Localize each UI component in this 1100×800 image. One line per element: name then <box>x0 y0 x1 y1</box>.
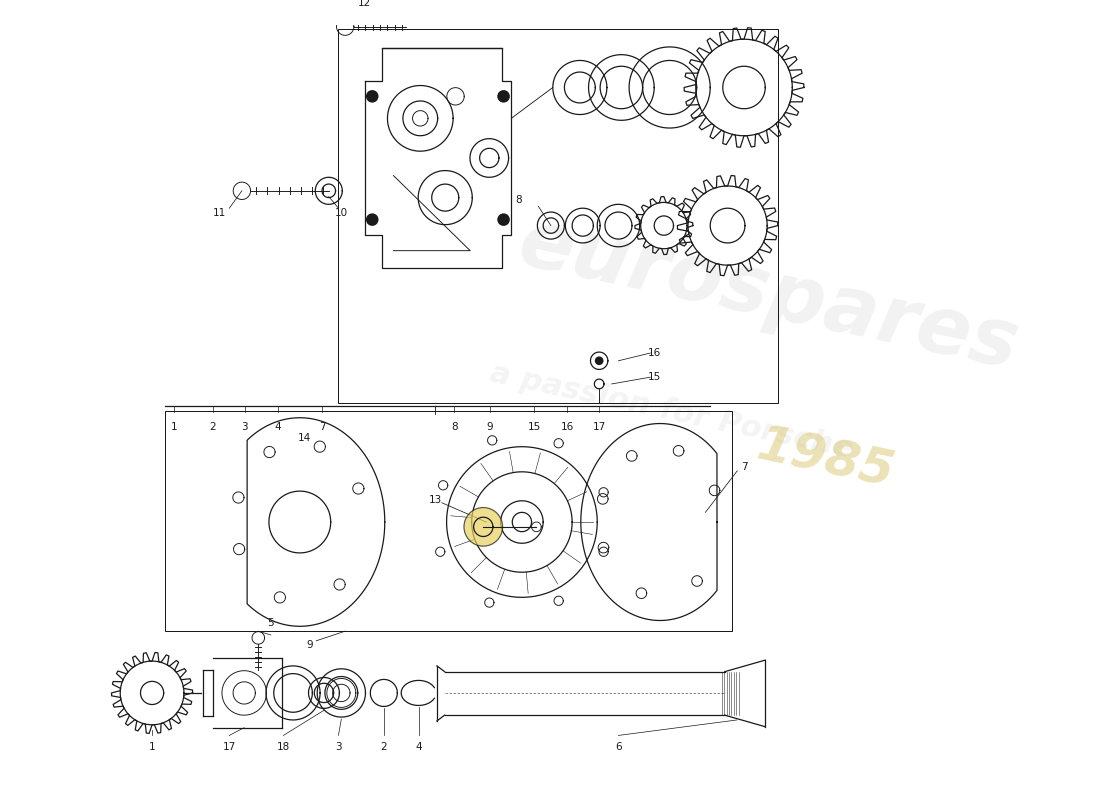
Text: 9: 9 <box>486 422 494 432</box>
Text: 1: 1 <box>170 422 177 432</box>
Text: 10: 10 <box>334 208 348 218</box>
Text: a passion for Porsche: a passion for Porsche <box>487 358 856 464</box>
Text: 4: 4 <box>416 742 422 752</box>
Text: 16: 16 <box>561 422 574 432</box>
Text: 12: 12 <box>358 0 371 9</box>
Text: 18: 18 <box>277 742 290 752</box>
Circle shape <box>464 507 503 546</box>
Text: 17: 17 <box>593 422 606 432</box>
Circle shape <box>366 214 378 226</box>
Text: 13: 13 <box>428 495 441 505</box>
Text: 15: 15 <box>648 372 661 382</box>
Text: 8: 8 <box>451 422 458 432</box>
Text: 2: 2 <box>381 742 387 752</box>
Text: 6: 6 <box>615 742 622 752</box>
Text: 16: 16 <box>648 348 661 358</box>
Circle shape <box>366 90 378 102</box>
Text: 15: 15 <box>528 422 541 432</box>
Text: 8: 8 <box>516 195 522 206</box>
Text: 2: 2 <box>210 422 217 432</box>
Text: 3: 3 <box>336 742 342 752</box>
Text: 7: 7 <box>319 422 326 432</box>
Text: 1: 1 <box>148 742 155 752</box>
Circle shape <box>595 357 604 365</box>
Text: 11: 11 <box>213 208 227 218</box>
Text: 7: 7 <box>740 462 747 472</box>
Circle shape <box>497 214 509 226</box>
Text: 3: 3 <box>242 422 249 432</box>
Text: 4: 4 <box>274 422 280 432</box>
Text: 14: 14 <box>298 433 311 443</box>
Text: 1985: 1985 <box>754 422 899 497</box>
Text: eurospares: eurospares <box>512 204 1025 386</box>
Text: 17: 17 <box>222 742 235 752</box>
Circle shape <box>497 90 509 102</box>
Text: 9: 9 <box>306 640 312 650</box>
Text: 5: 5 <box>267 618 274 629</box>
